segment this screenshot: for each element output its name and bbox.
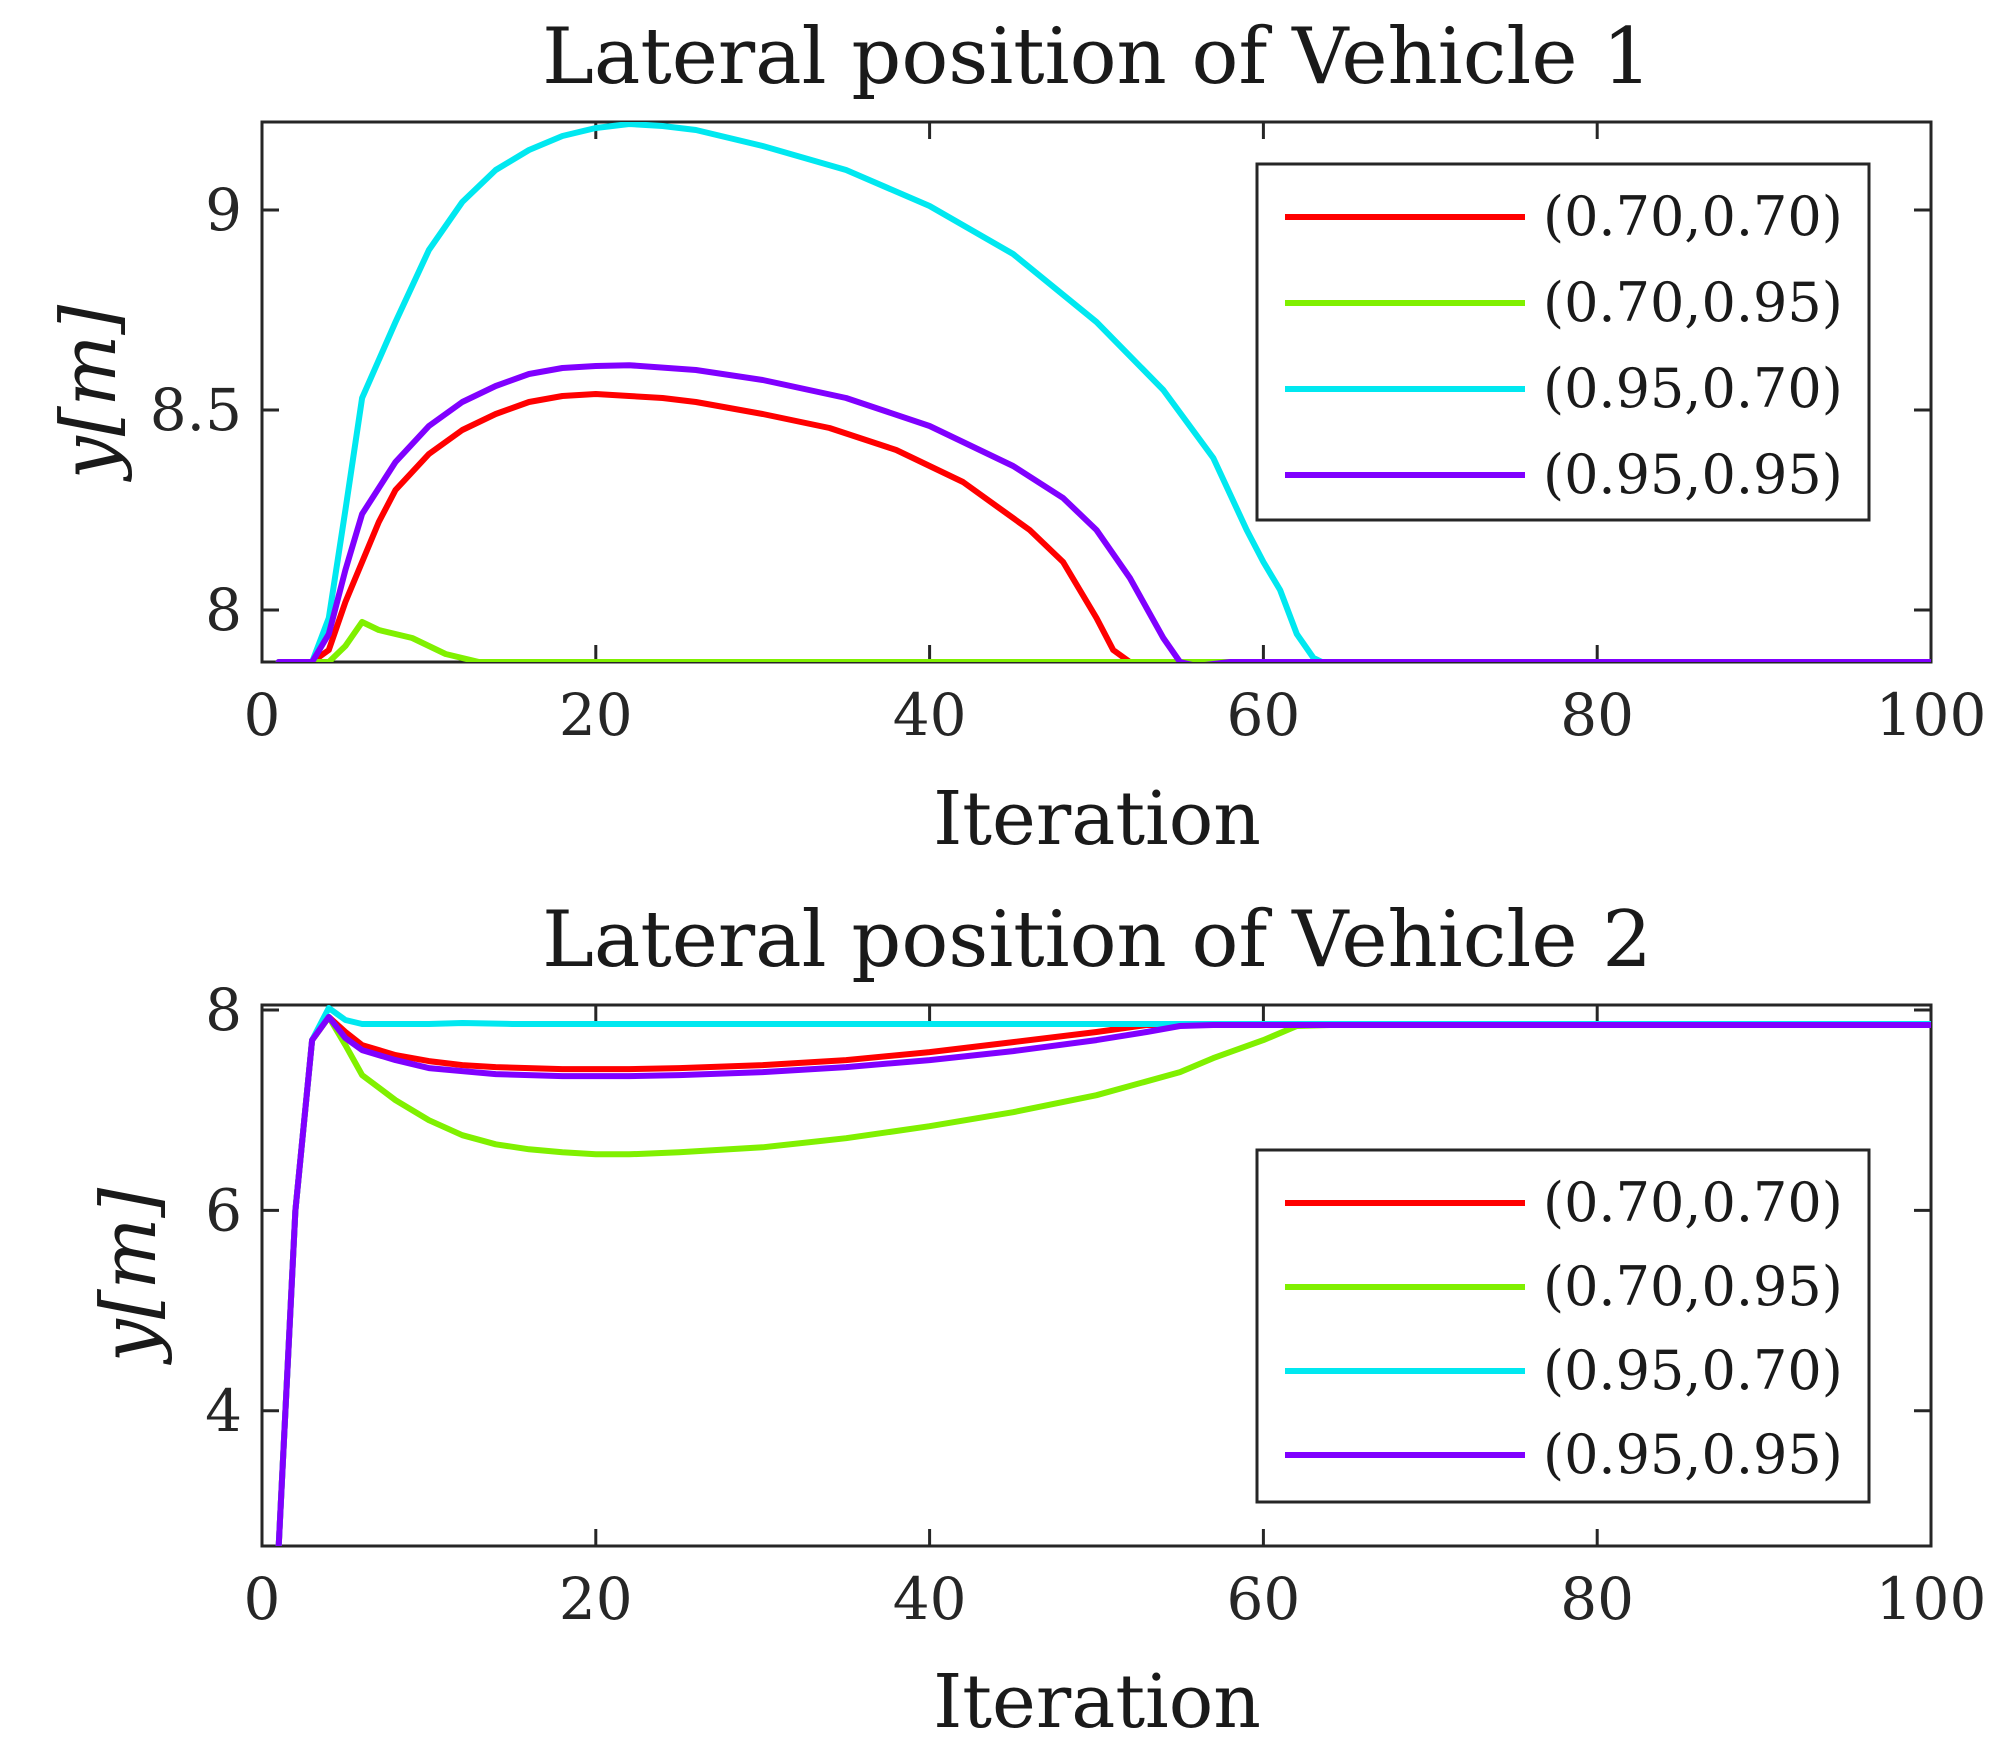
x-tick-label: 0 <box>244 681 281 749</box>
x-tick-label: 40 <box>893 1565 967 1633</box>
legend-label: (0.70,0.70) <box>1543 1171 1843 1234</box>
y-tick-label: 8 <box>205 976 242 1044</box>
y-tick-label: 6 <box>205 1176 242 1244</box>
x-tick-label: 80 <box>1560 1565 1634 1633</box>
x-tick-label: 20 <box>559 681 633 749</box>
x-tick-label: 20 <box>559 1565 633 1633</box>
axis-ticks: 0 20 40 60 80 100 4 6 8 <box>205 976 1986 1633</box>
chart-title: Lateral position of Vehicle 1 <box>542 12 1652 102</box>
y-axis-label: y[m] <box>84 1188 173 1366</box>
legend-label: (0.95,0.95) <box>1543 1423 1843 1486</box>
chart-title: Lateral position of Vehicle 2 <box>542 895 1652 985</box>
y-tick-label: 4 <box>205 1377 242 1445</box>
series-line-0 <box>275 391 1931 662</box>
x-axis-label: Iteration <box>933 776 1261 862</box>
series-line-1 <box>275 1014 1931 1546</box>
x-tick-label: 0 <box>244 1565 281 1633</box>
series-line-3 <box>275 362 1931 662</box>
y-tick-label: 8.5 <box>150 376 242 444</box>
legend-label: (0.70,0.95) <box>1543 1255 1843 1318</box>
x-tick-label: 60 <box>1226 681 1300 749</box>
y-tick-label: 9 <box>205 176 242 244</box>
legend-label: (0.95,0.95) <box>1543 443 1843 506</box>
y-tick-label: 8 <box>205 576 242 644</box>
series-line-3 <box>275 1014 1931 1546</box>
legend: (0.70,0.70) (0.70,0.95) (0.95,0.70) (0.95,0… <box>1255 1148 1871 1504</box>
axis-ticks: 0 20 40 60 80 100 8 8.5 9 <box>150 122 1987 749</box>
series-lines <box>275 1005 1931 1546</box>
y-axis-label: y[m] <box>44 305 133 483</box>
series-line-1 <box>275 619 1931 662</box>
x-tick-label: 100 <box>1876 1565 1987 1633</box>
plot-panel-vehicle-2: Lateral position of Vehicle 2 0 20 40 60 80 1… <box>84 895 1986 1745</box>
legend-label: (0.95,0.70) <box>1543 357 1843 420</box>
legend: (0.70,0.70) (0.70,0.95) (0.95,0.70) (0.95,0… <box>1255 162 1871 522</box>
x-tick-label: 40 <box>893 681 967 749</box>
legend-label: (0.95,0.70) <box>1543 1339 1843 1402</box>
plot-panel-vehicle-1: Lateral position of Vehicle 1 0 20 40 60 80 1… <box>44 12 1986 862</box>
legend-box <box>1255 1148 1871 1504</box>
x-tick-label: 60 <box>1226 1565 1300 1633</box>
x-tick-label: 80 <box>1560 681 1634 749</box>
legend-label: (0.70,0.95) <box>1543 271 1843 334</box>
series-line-2 <box>275 122 1931 662</box>
legend-box <box>1255 162 1871 522</box>
legend-label: (0.70,0.70) <box>1543 185 1843 248</box>
series-lines <box>275 122 1931 662</box>
x-axis-label: Iteration <box>933 1659 1261 1745</box>
x-tick-label: 100 <box>1876 681 1987 749</box>
